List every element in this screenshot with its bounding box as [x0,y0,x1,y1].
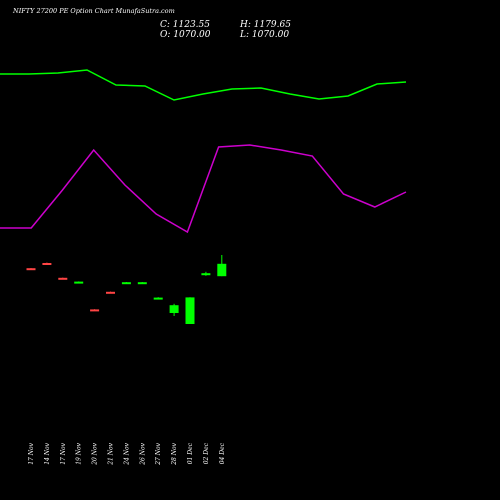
low-label: L: 1070.00 [239,30,289,40]
candle-body [185,297,195,324]
x-tick-label: 27 Nov [155,442,162,465]
x-tick-label: 04 Dec [219,442,226,464]
x-tick-label: 14 Nov [44,442,51,464]
x-tick-label: 19 Nov [76,442,83,464]
candle-body [90,309,100,312]
x-axis-ticks: 17 Nov 14 Nov 17 Nov 19 Nov 20 Nov 21 Nov 24 N… [28,442,226,465]
x-tick-label: 28 Nov [171,442,178,465]
close-label: C: 1123.55 [160,20,210,30]
candle-body [153,297,163,300]
candle-body [42,263,52,265]
candle-body [169,305,179,313]
x-tick-label: 26 Nov [139,442,146,465]
magenta-indicator-line [0,144,407,234]
candle-body [106,291,115,294]
candle-body [26,268,36,271]
open-label: O: 1070.00 [160,30,211,40]
x-tick-label: 24 Nov [123,442,130,465]
candle-body [58,277,68,280]
high-label: H: 1179.65 [239,20,291,30]
chart-title: NIFTY 27200 PE Option Chart MunafaSutra.… [12,7,175,15]
x-tick-label: 02 Dec [203,442,210,464]
x-tick-label: 21 Nov [108,442,115,465]
candle-body [137,282,147,285]
indicator-lines [0,69,407,234]
candle-body [201,273,211,276]
x-tick-label: 17 Nov [28,442,35,464]
candle-body [217,263,227,277]
x-tick-label: 17 Nov [60,442,67,464]
candles [26,255,227,324]
x-tick-label: 20 Nov [92,442,99,465]
candle-body [74,281,84,284]
x-tick-label: 01 Dec [187,442,194,464]
green-indicator-line [0,69,407,101]
candle-body [121,282,131,285]
